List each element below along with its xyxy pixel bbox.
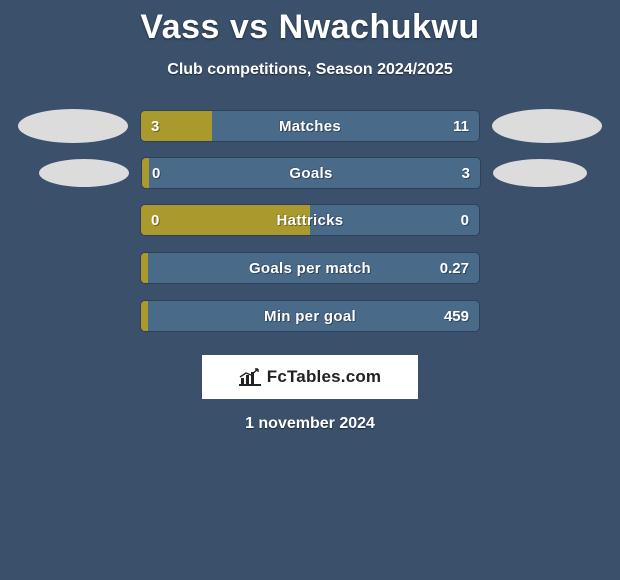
player1-avatar: [39, 159, 129, 187]
player1-name: Vass: [140, 8, 220, 46]
stat-label: Goals per match: [141, 253, 479, 283]
stat-bar: 311Matches: [140, 110, 480, 142]
stat-label: Matches: [141, 111, 479, 141]
stat-row: 0.27Goals per match: [0, 251, 620, 285]
stat-row: 459Min per goal: [0, 299, 620, 333]
stat-label: Min per goal: [141, 301, 479, 331]
brand-chart-icon: [239, 368, 261, 386]
brand-badge: FcTables.com: [202, 355, 418, 399]
stat-rows: 311Matches 03Goals 00Hattricks 0.27Goals pe…: [0, 109, 620, 333]
stat-label: Goals: [142, 158, 480, 188]
player2-avatar: [492, 109, 602, 143]
player2-name: Nwachukwu: [279, 8, 480, 46]
stat-row: 311Matches: [0, 109, 620, 143]
stat-row: 03Goals: [0, 157, 620, 189]
stat-bar: 03Goals: [141, 157, 481, 189]
player2-avatar: [493, 159, 587, 187]
brand-text: FcTables.com: [267, 367, 382, 387]
title-vs: vs: [230, 8, 269, 46]
player1-avatar: [18, 109, 128, 143]
date-label: 1 november 2024: [0, 415, 620, 433]
stat-row: 00Hattricks: [0, 203, 620, 237]
stat-bar: 00Hattricks: [140, 204, 480, 236]
page-title: Vass vs Nwachukwu: [0, 8, 620, 47]
stat-bar: 0.27Goals per match: [140, 252, 480, 284]
stat-label: Hattricks: [141, 205, 479, 235]
stat-bar: 459Min per goal: [140, 300, 480, 332]
comparison-infographic: Vass vs Nwachukwu Club competitions, Sea…: [0, 0, 620, 433]
subtitle: Club competitions, Season 2024/2025: [0, 61, 620, 79]
